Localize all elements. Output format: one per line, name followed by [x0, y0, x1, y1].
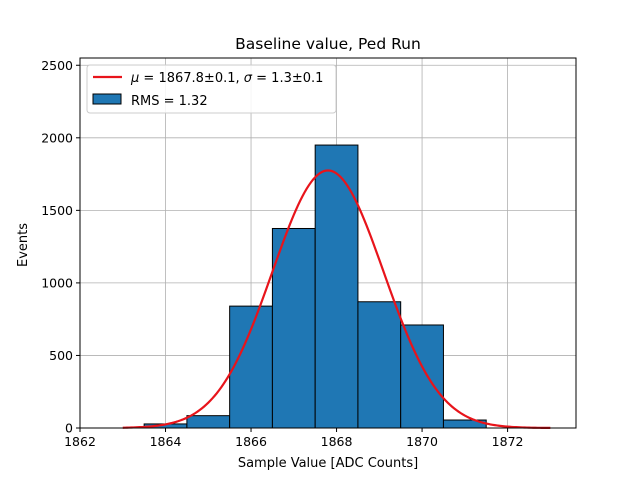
gaussian-fit-curve [122, 169, 551, 430]
y-axis-label: Events [16, 223, 31, 267]
histogram-bar [357, 301, 402, 429]
fit-curve-layer [122, 169, 551, 430]
x-tick-label: 1868 [321, 434, 353, 449]
y-tick-label: 1500 [41, 203, 73, 218]
chart-title: Baseline value, Ped Run [235, 35, 421, 53]
histogram-bar [400, 324, 444, 429]
legend-histogram-swatch-icon [92, 93, 122, 105]
legend-fit-label: μ = 1867.8±0.1, σ = 1.3±0.1 [130, 71, 323, 86]
y-tick-label: 2500 [41, 58, 73, 73]
x-tick-label: 1870 [406, 434, 438, 449]
histogram-bar [229, 305, 273, 429]
legend-sigma-symbol: σ [244, 71, 253, 86]
histogram-bar [186, 415, 231, 429]
legend-mu-symbol: μ [130, 71, 139, 86]
y-tick-label: 1000 [41, 275, 73, 290]
plot-frame [79, 57, 577, 429]
legend: μ = 1867.8±0.1, σ = 1.3±0.1 RMS = 1.32 [86, 64, 337, 114]
legend-sigma-value: = 1.3±0.1 [252, 71, 323, 86]
y-tick-label: 2000 [41, 130, 73, 145]
axis-ticks: 1862 1864 1866 1868 1870 1872 0 500 1000 1500 2000… [41, 58, 523, 449]
x-tick-label: 1864 [150, 434, 182, 449]
y-tick-label: 0 [65, 421, 73, 436]
histogram-bar [314, 144, 359, 429]
x-axis-label: Sample Value [ADC Counts] [238, 456, 418, 471]
legend-histogram-label: RMS = 1.32 [131, 94, 208, 109]
legend-mu-value: = 1867.8±0.1, [139, 71, 243, 86]
x-tick-label: 1862 [64, 434, 96, 449]
x-tick-label: 1872 [492, 434, 524, 449]
x-tick-label: 1866 [235, 434, 267, 449]
legend-box [86, 64, 337, 114]
histogram-bar [271, 227, 316, 429]
y-tick-label: 500 [49, 348, 73, 363]
